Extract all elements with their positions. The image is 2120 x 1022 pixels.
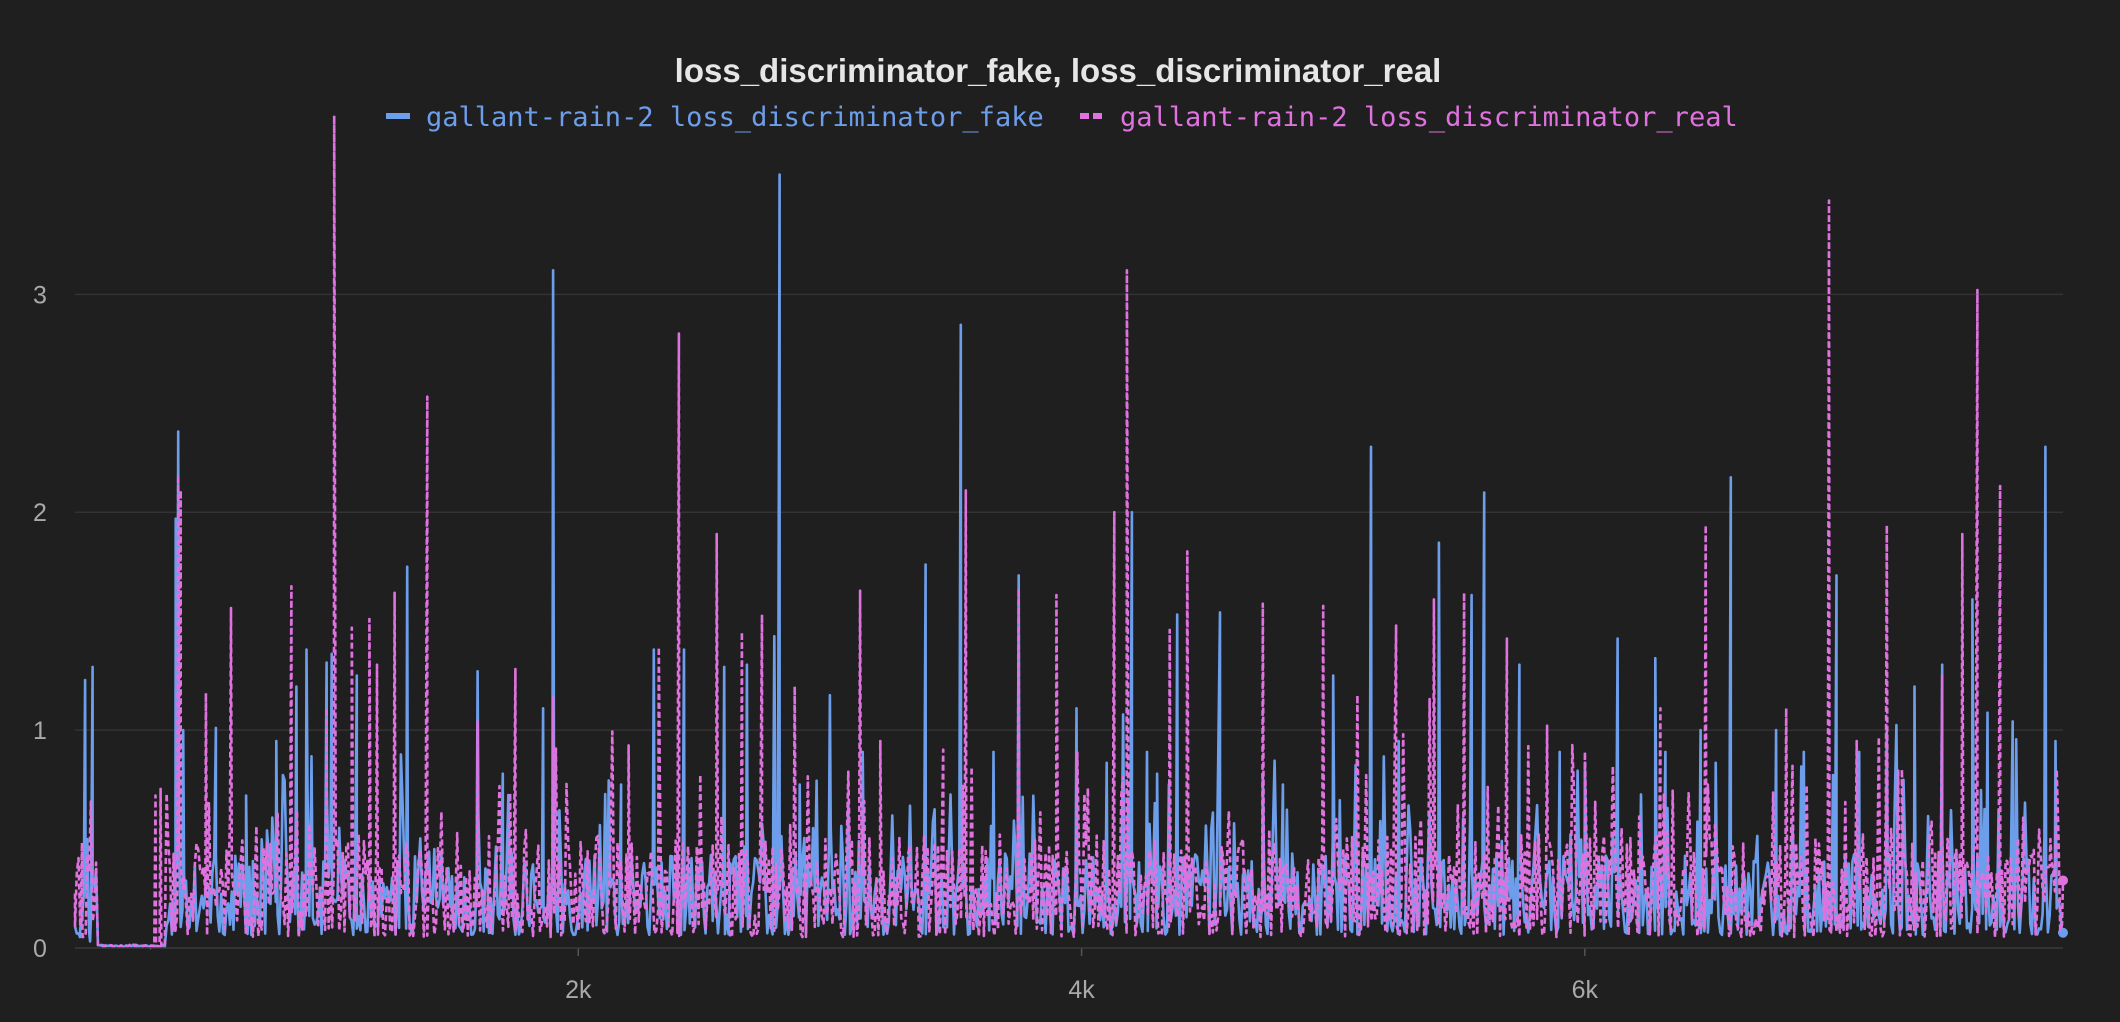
series-endpoint-real <box>2058 875 2068 886</box>
legend-item-real[interactable]: gallant-rain-2 loss_discriminator_real <box>1080 102 1738 133</box>
y-tick-label: 3 <box>33 281 47 309</box>
series-line-fake[interactable] <box>73 173 2065 950</box>
grid-layer <box>75 293 2063 731</box>
series-layer <box>73 114 2068 950</box>
series-line-real[interactable] <box>73 114 2065 949</box>
legend[interactable]: gallant-rain-2 loss_discriminator_fake g… <box>386 102 1738 133</box>
y-tick-label: 2 <box>33 499 47 527</box>
y-tick-label: 0 <box>33 935 47 963</box>
legend-label-real: gallant-rain-2 loss_discriminator_real <box>1120 102 1738 133</box>
legend-item-fake[interactable]: gallant-rain-2 loss_discriminator_fake <box>386 102 1044 133</box>
chart-title: loss_discriminator_fake, loss_discrimina… <box>675 52 1442 89</box>
x-tick-label: 4k <box>1068 976 1095 1004</box>
legend-label-fake: gallant-rain-2 loss_discriminator_fake <box>426 102 1044 133</box>
x-tick-label: 2k <box>565 976 592 1004</box>
y-tick-label: 1 <box>33 717 47 745</box>
axis-layer: 0 1 2 3 2k 4k 6k <box>33 281 2063 1004</box>
x-tick-label: 6k <box>1572 976 1599 1004</box>
